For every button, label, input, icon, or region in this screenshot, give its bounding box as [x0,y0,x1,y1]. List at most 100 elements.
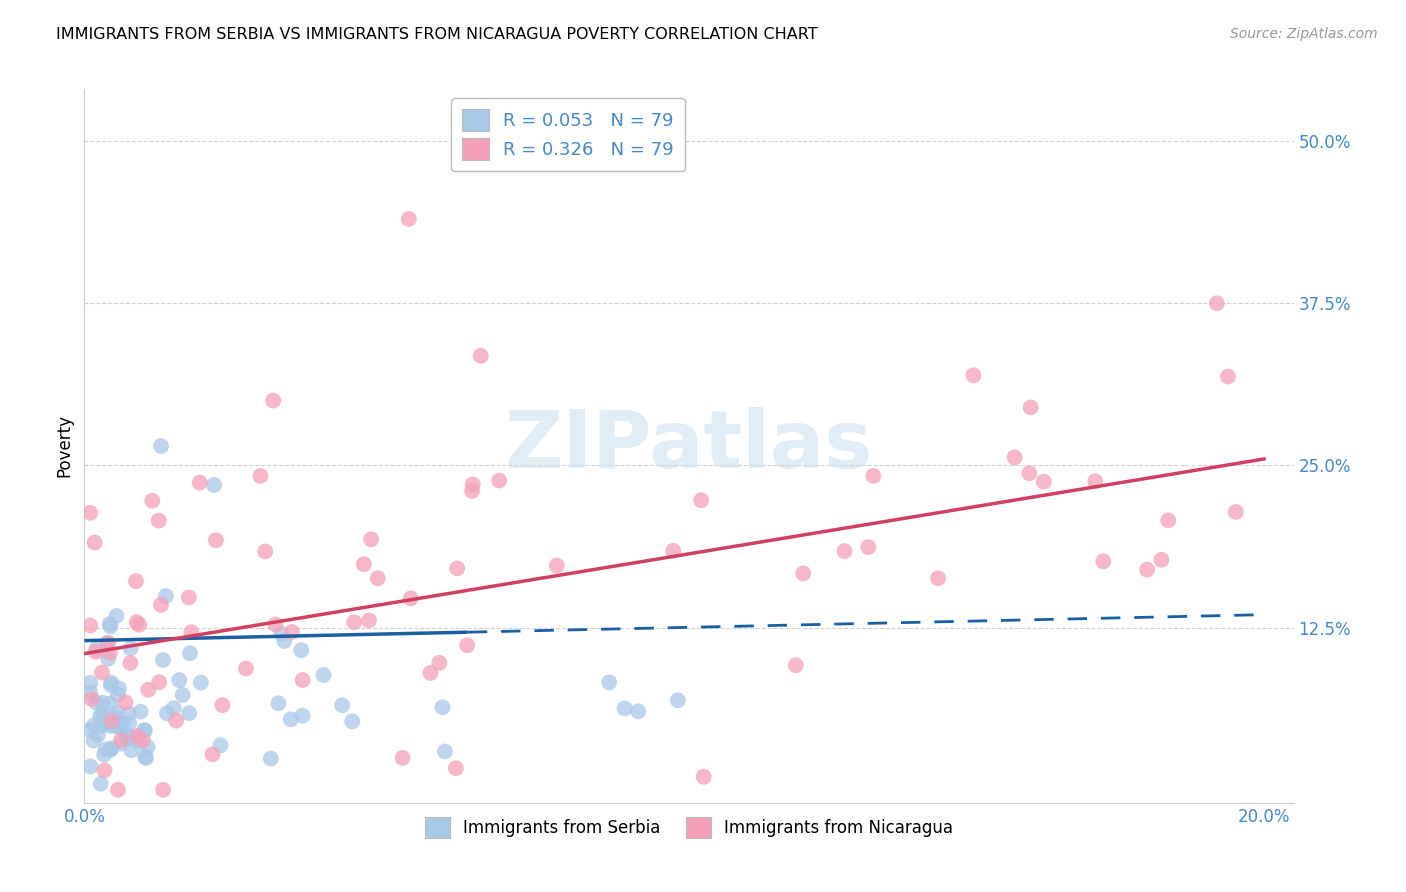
Point [834,544,856,558]
Point [121,731,143,745]
Point [169,673,191,687]
Point [1216,369,1239,384]
Point [179,646,201,660]
Point [128,735,150,749]
Point [281,624,304,639]
Point [444,761,467,775]
Point [1004,450,1026,465]
Point [86,641,108,656]
Point [1032,475,1054,489]
Point [79,759,101,773]
Point [100,675,122,690]
Point [155,589,177,603]
Point [211,698,233,713]
Point [138,682,160,697]
Point [1092,554,1115,568]
Point [235,661,257,675]
Point [132,733,155,747]
Point [148,675,170,690]
Point [391,751,413,765]
Point [330,698,353,713]
Point [598,675,620,690]
Y-axis label: Poverty: Poverty [55,415,73,477]
Point [90,777,112,791]
Point [82,733,104,747]
Point [627,705,650,719]
Point [118,716,141,731]
Point [108,720,131,734]
Point [134,749,156,764]
Point [962,368,984,383]
Point [111,716,134,731]
Point [91,717,114,731]
Point [470,349,492,363]
Point [202,478,225,492]
Point [107,688,129,702]
Point [97,636,120,650]
Point [84,645,107,659]
Point [690,493,713,508]
Point [785,658,807,673]
Point [342,714,364,729]
Point [291,673,314,687]
Point [125,729,148,743]
Point [1225,505,1247,519]
Point [89,709,111,723]
Point [128,617,150,632]
Point [79,675,101,690]
Point [367,571,389,585]
Point [110,733,132,747]
Point [666,693,689,707]
Point [118,706,141,721]
Point [446,561,468,575]
Point [150,439,173,453]
Point [148,514,170,528]
Point [267,696,290,710]
Point [488,474,510,488]
Point [110,737,132,751]
Point [120,641,142,656]
Point [100,741,122,756]
Point [179,706,201,720]
Point [114,695,136,709]
Point [91,696,114,710]
Point [456,638,478,652]
Point [93,747,115,762]
Point [172,688,194,702]
Point [90,719,112,733]
Point [120,743,142,757]
Point [97,636,120,650]
Point [134,723,156,738]
Point [79,506,101,520]
Point [152,653,174,667]
Point [792,566,814,581]
Point [1136,563,1159,577]
Point [101,714,124,728]
Point [108,681,131,696]
Point [152,782,174,797]
Point [432,700,454,714]
Point [270,627,292,641]
Point [98,617,121,632]
Point [80,692,103,706]
Point [1019,401,1042,415]
Point [613,701,636,715]
Point [79,723,101,737]
Point [188,475,211,490]
Point [1018,467,1040,481]
Point [93,764,115,778]
Point [357,614,380,628]
Point [858,540,880,554]
Point [427,656,450,670]
Point [312,668,335,682]
Point [94,742,117,756]
Point [180,625,202,640]
Point [117,727,139,741]
Point [87,728,110,742]
Point [98,719,121,733]
Point [264,617,287,632]
Point [163,701,186,715]
Point [156,706,179,721]
Point [280,712,302,726]
Point [177,591,200,605]
